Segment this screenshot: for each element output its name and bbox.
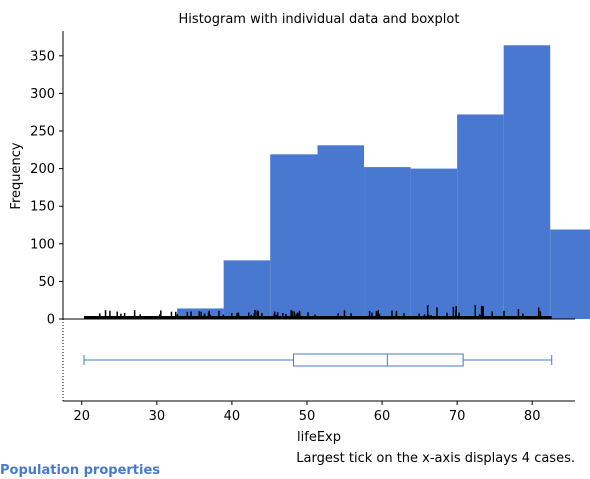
x-tick-label: 50 <box>299 409 316 424</box>
rug-plot <box>84 305 552 319</box>
y-axis-label: Frequency <box>9 142 24 209</box>
y-tick-label: 0 <box>47 313 55 328</box>
histogram-bar <box>317 145 365 319</box>
chart-title: Histogram with individual data and boxpl… <box>179 12 460 27</box>
x-tick-label: 60 <box>374 409 391 424</box>
y-tick-label: 50 <box>38 275 55 290</box>
footnote: Largest tick on the x-axis displays 4 ca… <box>296 451 575 466</box>
x-tick-label: 70 <box>449 409 466 424</box>
rug-band <box>84 316 552 319</box>
y-tick-label: 250 <box>30 125 55 140</box>
y-tick-label: 300 <box>30 87 55 102</box>
histogram-bar <box>457 114 504 319</box>
y-tick-label: 200 <box>30 162 55 177</box>
x-axis-ticks: 20 30 40 50 60 70 80 <box>73 401 540 424</box>
histogram-bars <box>84 45 590 320</box>
histogram-bar <box>223 260 271 319</box>
histogram-bar <box>410 168 458 319</box>
y-tick-label: 350 <box>30 49 55 64</box>
boxplot <box>83 353 553 367</box>
x-tick-label: 30 <box>149 409 166 424</box>
x-tick-label: 40 <box>224 409 241 424</box>
y-axis-ticks: 0 50 100 150 200 250 300 350 <box>30 49 63 328</box>
histogram-bar <box>550 229 590 319</box>
x-tick-label: 80 <box>524 409 541 424</box>
y-tick-label: 100 <box>30 237 55 252</box>
population-properties-link[interactable]: Population properties <box>0 463 161 478</box>
histogram-bar <box>270 154 318 319</box>
x-axis-label: lifeExp <box>297 430 341 445</box>
boxplot-box <box>292 353 464 367</box>
x-tick-label: 20 <box>73 409 90 424</box>
histogram-bar <box>503 45 551 320</box>
y-tick-label: 150 <box>30 200 55 215</box>
histogram-bar <box>364 167 411 319</box>
